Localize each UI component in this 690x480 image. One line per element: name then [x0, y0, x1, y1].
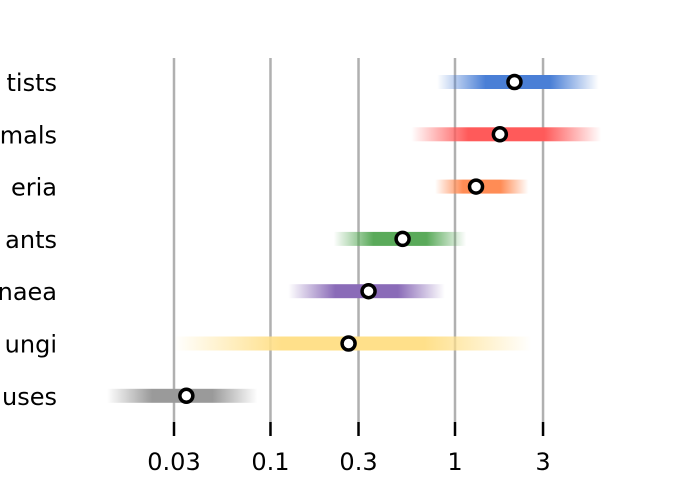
- category-label: ants: [5, 226, 57, 254]
- range-bars: [106, 75, 602, 403]
- category-labels: tists mals eria ants naea ungi uses: [0, 69, 57, 411]
- data-points: [178, 73, 523, 405]
- data-point: [360, 282, 377, 300]
- data-point: [394, 230, 411, 248]
- x-tick-label: 3: [535, 448, 550, 476]
- category-label: uses: [2, 383, 57, 411]
- x-tick-label: 0.1: [251, 448, 289, 476]
- x-axis: 0.03 0.1 0.3 1 3: [147, 422, 551, 476]
- category-label: mals: [0, 121, 57, 149]
- category-label: naea: [0, 278, 57, 306]
- data-point: [340, 335, 357, 352]
- x-tick-label: 0.3: [339, 448, 377, 476]
- data-point: [467, 178, 485, 195]
- data-point: [178, 387, 195, 405]
- category-label: ungi: [5, 331, 57, 359]
- data-point: [491, 126, 509, 143]
- x-tick-label: 1: [447, 448, 462, 476]
- data-point: [506, 73, 523, 91]
- category-label: tists: [7, 69, 58, 97]
- x-tick-label: 0.03: [147, 448, 200, 476]
- category-label: eria: [11, 174, 57, 202]
